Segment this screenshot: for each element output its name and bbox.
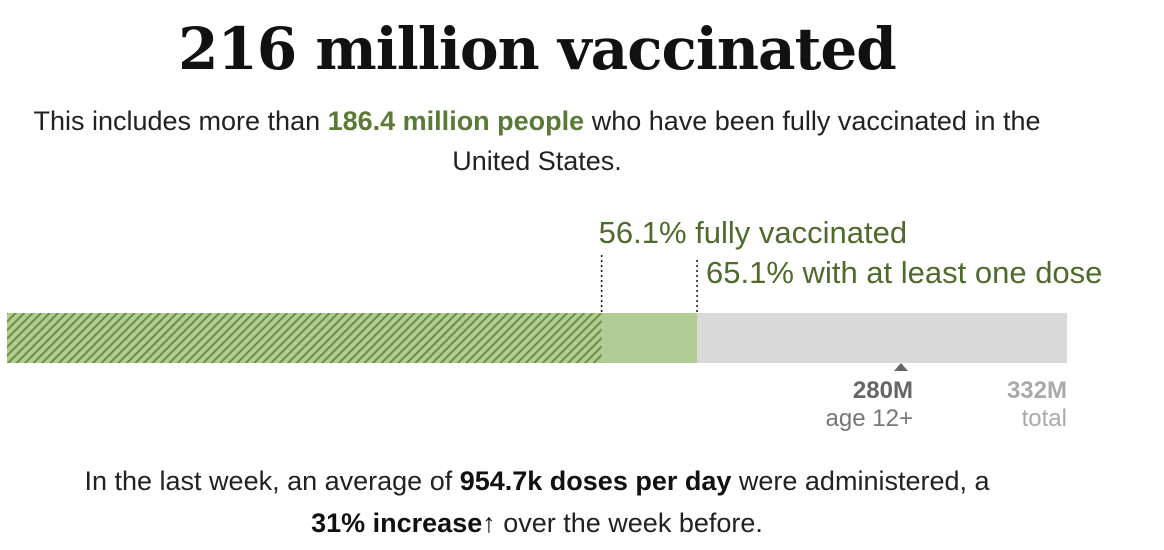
footer-increase: 31% increase (311, 508, 483, 538)
marker-label-280m: 280M (853, 377, 913, 404)
up-arrow-icon: ↑ (482, 508, 496, 538)
vaccination-bar-chart: 56.1% fully vaccinated 65.1% with at leas… (7, 215, 1102, 432)
marker-label-332m: 332M (1007, 377, 1067, 404)
marker-arrow-icon (893, 363, 908, 371)
page-title: 216 million vaccinated (178, 15, 897, 83)
footer-text-before: In the last week, an average of (84, 466, 460, 496)
bar-segment-fully-vaccinated (7, 313, 602, 363)
subtitle: This includes more than 186.4 million pe… (0, 101, 1074, 181)
subtitle-text-before: This includes more than (33, 106, 328, 136)
footer-text-end: over the week before. (495, 508, 763, 538)
subtitle-text-after: who have been fully vaccinated in the Un… (452, 106, 1041, 176)
marker-sublabel-332m: total (1022, 405, 1067, 432)
subtitle-highlight: 186.4 million people (327, 106, 585, 136)
bar-segment-one-dose (601, 313, 698, 363)
footer-line-1: In the last week, an average of 954.7k d… (0, 460, 1074, 502)
label-one-dose: 65.1% with at least one dose (706, 255, 1102, 290)
footer-doses-per-day: 954.7k doses per day (459, 466, 732, 496)
marker-sublabel-280m: age 12+ (826, 405, 913, 432)
footer-text-after: were administered, a (731, 466, 990, 496)
label-fully-vaccinated: 56.1% fully vaccinated (599, 215, 907, 250)
footer-note: In the last week, an average of 954.7k d… (0, 460, 1074, 544)
footer-line-2: 31% increase↑ over the week before. (0, 502, 1074, 544)
